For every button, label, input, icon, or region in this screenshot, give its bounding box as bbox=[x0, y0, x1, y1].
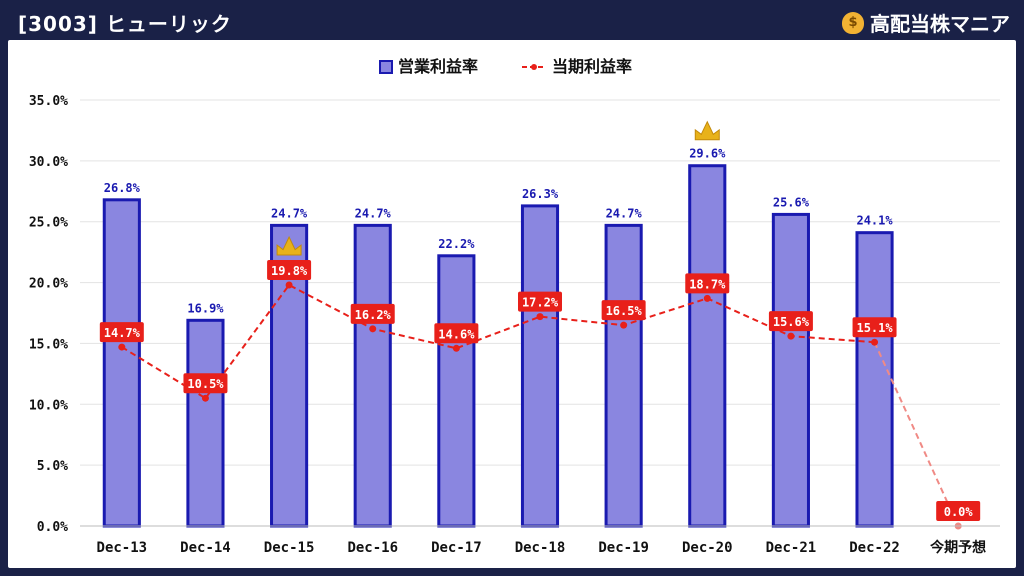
legend-line-marker bbox=[531, 64, 537, 70]
x-tick-label: Dec-15 bbox=[264, 540, 315, 556]
line-labels: 14.7% 10.5% 19.8% 16.2% 14.6% 17.2% 16.5% 18.7%… bbox=[99, 260, 981, 521]
line-label-box bbox=[852, 317, 897, 338]
x-tick-label: Dec-17 bbox=[431, 540, 482, 556]
line-data-label: 0.0% bbox=[944, 505, 974, 519]
y-tick-label: 5.0% bbox=[37, 459, 68, 474]
line-label-box bbox=[768, 311, 813, 332]
money-bag-icon: $ bbox=[842, 11, 864, 34]
line-label-box bbox=[350, 303, 395, 324]
line-series bbox=[118, 281, 962, 530]
line-point bbox=[871, 338, 879, 346]
y-tick-label: 0.0% bbox=[37, 520, 68, 535]
line-data-label: 18.7% bbox=[689, 277, 726, 291]
line-point bbox=[369, 325, 377, 333]
y-tick-label: 15.0% bbox=[29, 337, 68, 352]
line-point bbox=[201, 394, 209, 402]
bar-data-label: 24.7% bbox=[606, 206, 643, 220]
legend-bar-label: 営業利益率 bbox=[398, 57, 478, 76]
bar bbox=[855, 231, 894, 528]
crown-icon bbox=[276, 235, 302, 256]
bar bbox=[353, 223, 392, 528]
line-label-box bbox=[99, 322, 144, 343]
crown-icon bbox=[694, 120, 720, 141]
bar bbox=[604, 223, 643, 528]
x-tick-label: Dec-18 bbox=[515, 540, 566, 556]
bar bbox=[520, 204, 560, 528]
x-tick-label: Dec-21 bbox=[766, 540, 817, 556]
x-tick-label: Dec-20 bbox=[682, 540, 733, 556]
line-data-label: 16.2% bbox=[355, 308, 392, 322]
line-label-box bbox=[183, 373, 228, 394]
combo-chart: 営業利益率 当期利益率 0.0% 5.0% 10.0% 15.0% 20.0% 25.0% 3… bbox=[29, 57, 1000, 556]
line-label-box bbox=[601, 300, 646, 321]
line-point bbox=[703, 294, 711, 302]
bar-data-label: 22.2% bbox=[438, 237, 475, 251]
line-path bbox=[121, 283, 875, 400]
bar-labels: 26.8% 16.9% 24.7% 24.7% 22.2% 26.3% 24.7% 29.6%… bbox=[104, 147, 894, 316]
line-forecast-segment bbox=[873, 341, 960, 527]
line-point bbox=[536, 313, 544, 321]
x-tick-label: 今期予想 bbox=[929, 539, 986, 556]
bar-data-label: 24.7% bbox=[355, 206, 392, 220]
line-data-label: 14.6% bbox=[438, 327, 475, 341]
line-data-label: 19.8% bbox=[271, 264, 308, 278]
bar bbox=[688, 164, 727, 528]
bar-data-label: 26.3% bbox=[522, 187, 559, 201]
brand-name: 高配当株マニア bbox=[870, 12, 1010, 36]
x-axis: Dec-13 Dec-14 Dec-15 Dec-16 Dec-17 Dec-18 Dec-… bbox=[80, 525, 1000, 556]
page-title: [3003] ヒューリック bbox=[18, 12, 232, 36]
chart-legend: 営業利益率 当期利益率 bbox=[379, 57, 632, 76]
bar bbox=[437, 254, 476, 528]
line-point bbox=[118, 343, 126, 351]
x-tick-label: Dec-22 bbox=[849, 540, 900, 556]
line-point bbox=[620, 321, 628, 329]
bar-data-label: 16.9% bbox=[187, 301, 224, 315]
line-data-label: 14.7% bbox=[104, 326, 141, 340]
crown-markers bbox=[276, 120, 720, 256]
bar-data-label: 25.6% bbox=[773, 195, 810, 209]
y-tick-label: 10.0% bbox=[29, 398, 68, 413]
bar-series bbox=[102, 164, 894, 528]
line-data-label: 16.5% bbox=[606, 304, 643, 318]
x-tick-label: Dec-19 bbox=[598, 540, 649, 556]
y-tick-label: 30.0% bbox=[29, 155, 68, 170]
bar-data-label: 24.1% bbox=[856, 214, 893, 228]
x-tick-label: Dec-14 bbox=[180, 540, 231, 556]
line-data-label: 10.5% bbox=[187, 377, 224, 391]
line-label-box bbox=[267, 260, 312, 281]
bar bbox=[102, 198, 141, 528]
x-tick-label: Dec-16 bbox=[347, 540, 398, 556]
bar bbox=[186, 318, 225, 528]
legend-bar-swatch bbox=[379, 60, 393, 74]
y-axis: 0.0% 5.0% 10.0% 15.0% 20.0% 25.0% 30.0% 35.0% bbox=[29, 94, 68, 535]
y-tick-label: 20.0% bbox=[29, 277, 68, 292]
bar-data-label: 24.7% bbox=[271, 206, 308, 220]
line-data-label: 15.1% bbox=[856, 321, 893, 335]
line-point bbox=[285, 281, 293, 289]
x-tick-label: Dec-13 bbox=[97, 540, 148, 556]
bar-data-label: 26.8% bbox=[104, 181, 141, 195]
line-point bbox=[452, 344, 460, 352]
y-tick-label: 25.0% bbox=[29, 216, 68, 231]
line-label-box bbox=[936, 501, 981, 521]
line-label-box bbox=[518, 291, 562, 312]
bar-data-label: 29.6% bbox=[689, 147, 726, 161]
line-data-label: 15.6% bbox=[773, 315, 810, 329]
line-label-box bbox=[685, 273, 730, 294]
line-point bbox=[787, 332, 795, 340]
legend-line-label: 当期利益率 bbox=[552, 57, 632, 76]
brand: $ 高配当株マニア bbox=[842, 8, 1010, 37]
line-data-label: 17.2% bbox=[522, 296, 559, 310]
line-label-box bbox=[434, 323, 479, 344]
header-bar: [3003] ヒューリック $ 高配当株マニア bbox=[0, 0, 1024, 40]
bar bbox=[771, 212, 810, 528]
y-tick-label: 35.0% bbox=[29, 94, 68, 109]
chart-panel: 営業利益率 当期利益率 0.0% 5.0% 10.0% 15.0% 20.0% 25.0% 3… bbox=[8, 40, 1016, 568]
